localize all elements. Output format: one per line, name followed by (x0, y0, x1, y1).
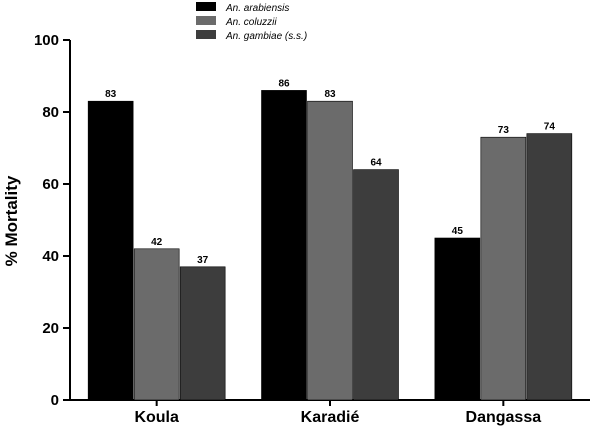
data-label: 74 (544, 122, 556, 133)
bar-koula-series-1 (87, 100, 134, 401)
x-axis: Koula Karadié Dangassa (70, 399, 590, 426)
bars (87, 90, 573, 401)
y-tick-label: 40 (42, 248, 59, 265)
bar-karadi-series-2 (307, 100, 353, 401)
data-label: 42 (151, 237, 163, 248)
bar-karadi-series-3 (353, 169, 399, 401)
y-tick-label: 20 (42, 320, 59, 337)
data-label: 37 (197, 255, 209, 266)
y-axis: 0 20 40 60 80 100 (34, 32, 71, 409)
legend-swatch (196, 2, 216, 11)
y-tick-label: 60 (42, 176, 59, 193)
x-category-label: Dangassa (466, 409, 542, 426)
legend-label: An. arabiensis (225, 3, 289, 14)
bar-karadi-series-1 (261, 90, 307, 401)
y-tick-label: 100 (34, 32, 59, 49)
legend-swatch (196, 30, 216, 39)
bar-dangassa-series-2 (480, 136, 527, 401)
bar-dangassa-series-1 (434, 237, 481, 401)
bar-koula-series-3 (179, 266, 226, 401)
data-label: 73 (498, 125, 510, 136)
data-labels: 83 42 37 86 83 64 45 73 74 (105, 78, 555, 265)
legend-label: An. gambiae (s.s.) (225, 31, 307, 42)
data-label: 64 (370, 158, 382, 169)
legend-swatch (196, 16, 216, 25)
bar-dangassa-series-3 (526, 133, 573, 401)
y-axis-label: % Mortality (2, 175, 21, 266)
legend-label: An. coluzzii (225, 17, 277, 28)
x-category-label: Karadié (301, 409, 360, 426)
data-label: 86 (278, 78, 290, 89)
data-label: 45 (452, 226, 464, 237)
x-category-label: Koula (134, 409, 179, 426)
chart-legend: An. arabiensis An. coluzzii An. gambiae (s… (196, 2, 307, 42)
data-label: 83 (105, 89, 117, 100)
y-tick-label: 0 (51, 392, 59, 409)
y-tick-label: 80 (42, 104, 59, 121)
bar-koula-series-2 (133, 248, 180, 401)
data-label: 83 (324, 89, 336, 100)
